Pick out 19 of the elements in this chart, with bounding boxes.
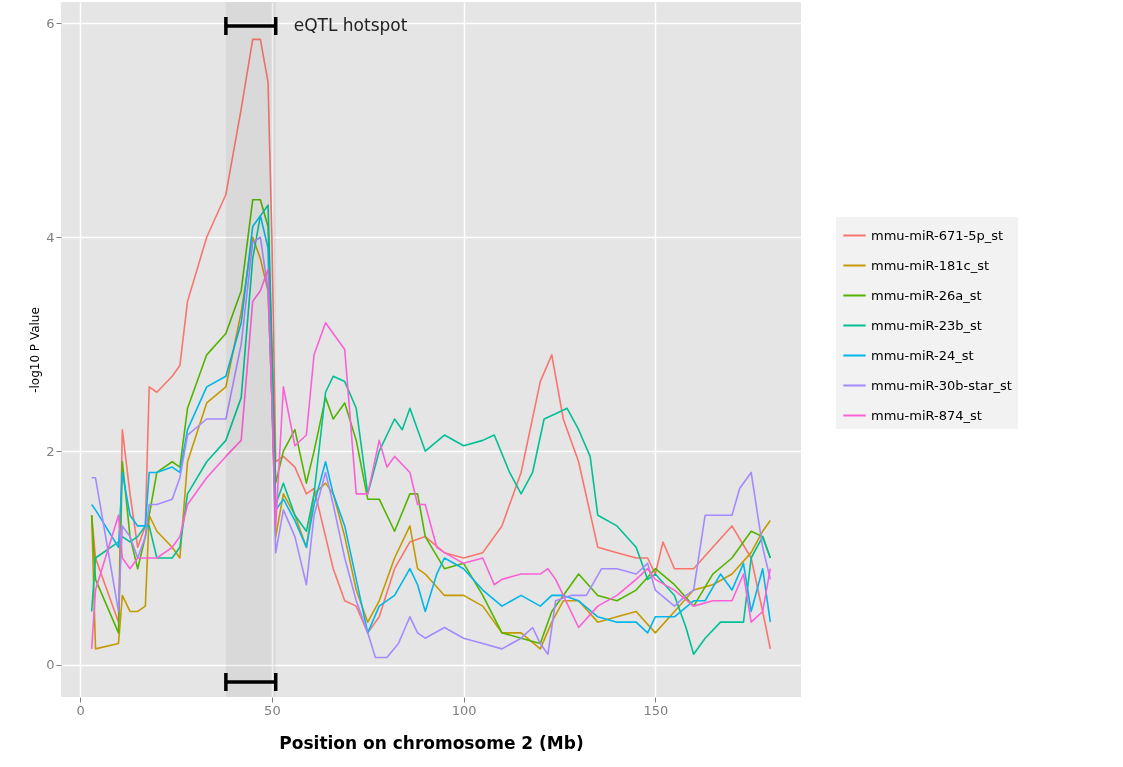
legend-label: mmu-miR-30b-star_st: [871, 377, 1012, 393]
y-tick-label: 2: [46, 443, 55, 459]
legend-label: mmu-miR-23b_st: [871, 317, 982, 333]
legend-label: mmu-miR-26a_st: [871, 287, 982, 303]
legend-label: mmu-miR-671-5p_st: [871, 227, 1004, 243]
y-tick-label: 4: [46, 229, 55, 245]
x-tick-label: 100: [451, 702, 477, 718]
y-tick-label: 6: [46, 15, 55, 31]
y-axis-title: -log10 P Value: [28, 307, 43, 393]
x-tick-label: 0: [76, 702, 85, 718]
x-tick-label: 50: [264, 702, 281, 718]
legend-label: mmu-miR-181c_st: [871, 257, 990, 273]
legend-label: mmu-miR-24_st: [871, 347, 974, 363]
y-tick-label: 0: [46, 657, 55, 673]
legend-label: mmu-miR-874_st: [871, 407, 982, 423]
line-series: [90, 38, 772, 650]
band-label: eQTL hotspot: [293, 15, 408, 35]
x-tick-label: 150: [643, 702, 669, 718]
x-axis-title: Position on chromosome 2 (Mb): [279, 732, 584, 753]
